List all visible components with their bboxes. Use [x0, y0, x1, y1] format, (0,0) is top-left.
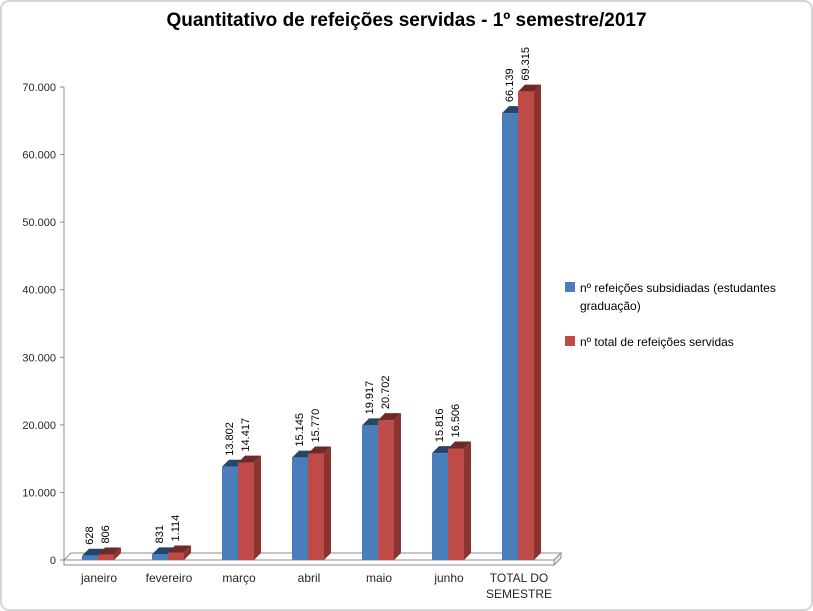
legend-item-subsidiadas: nº refeições subsidiadas (estudantes gra…	[565, 279, 811, 315]
bar-side-face	[394, 413, 401, 560]
bar-top-face	[378, 413, 401, 421]
bar-value-label: 831	[154, 525, 166, 543]
legend-marker-red-square	[565, 336, 575, 346]
bar-value-label: 69.315	[520, 47, 532, 81]
legend-label-total: nº total de refeições servidas	[580, 335, 734, 349]
bar-value-label: 806	[100, 525, 112, 543]
x-axis-category-label: janeiro	[80, 571, 117, 585]
x-axis-category-label: março	[222, 571, 256, 585]
y-axis-tick-label: 10.000	[22, 487, 56, 499]
y-axis-tick-label: 30.000	[22, 352, 56, 364]
bar-front-face	[362, 425, 378, 560]
chart-floor-front	[63, 559, 555, 566]
bar-top-face	[168, 545, 191, 553]
legend-label-subsidiadas: nº refeições subsidiadas (estudantes gra…	[580, 281, 776, 313]
bar-front-face	[222, 466, 238, 560]
y-axis-tick-label: 60.000	[22, 150, 56, 162]
bar-value-label: 1.114	[170, 515, 182, 542]
bar-top-face	[448, 441, 471, 449]
y-axis-tick-label: 50.000	[22, 217, 56, 229]
bar-value-label: 14.417	[240, 418, 252, 452]
bar-side-face	[114, 547, 121, 560]
chart-floor-side	[553, 551, 562, 567]
legend-marker-blue-square	[565, 282, 575, 292]
legend-item-total: nº total de refeições servidas	[565, 333, 811, 351]
bar-value-label: 16.506	[450, 404, 462, 438]
bar-top-face	[518, 84, 541, 92]
bar-value-label: 20.702	[380, 375, 392, 409]
bar-side-face	[464, 441, 471, 560]
bar-front-face	[518, 91, 534, 561]
x-axis-category-label: abril	[298, 571, 321, 585]
y-axis-tick-label: 70.000	[22, 82, 56, 94]
y-axis-tick-label: 20.000	[22, 420, 56, 432]
bar-value-label: 66.139	[504, 68, 516, 102]
bar-top-face	[308, 446, 331, 454]
bar-top-face	[238, 455, 261, 463]
bar-side-face	[184, 545, 191, 560]
bar-front-face	[168, 552, 184, 560]
bar-front-face	[502, 113, 518, 560]
bar-value-label: 19.917	[364, 381, 376, 415]
bar-side-face	[254, 455, 261, 560]
legend: nº refeições subsidiadas (estudantes gra…	[565, 279, 811, 351]
x-axis-category-label: fevereiro	[146, 571, 193, 585]
bar-value-label: 15.145	[294, 413, 306, 447]
bar-front-face	[82, 555, 98, 560]
bar-front-face	[378, 420, 394, 560]
bar-value-label: 13.802	[224, 422, 236, 456]
bar-front-face	[98, 554, 114, 560]
x-axis-category-label: junho	[433, 571, 464, 585]
bar-front-face	[152, 554, 168, 560]
bar-value-label: 628	[84, 526, 96, 544]
bar-side-face	[324, 446, 331, 560]
x-axis-category-label: SEMESTRE	[486, 587, 552, 601]
y-axis-tick-label: 0	[50, 555, 56, 567]
bar-front-face	[308, 453, 324, 560]
bar-value-label: 15.816	[434, 408, 446, 442]
bar-value-label: 15.770	[310, 409, 322, 443]
bar-side-face	[534, 84, 541, 561]
bar-front-face	[432, 453, 448, 560]
x-axis-category-label: TOTAL DO	[490, 571, 548, 585]
bar-front-face	[448, 448, 464, 560]
chart-title: Quantitativo de refeições servidas - 1º …	[166, 10, 647, 31]
bar-top-face	[98, 547, 121, 555]
bar-front-face	[238, 462, 254, 560]
x-axis-category-label: maio	[366, 571, 392, 585]
bar-front-face	[292, 457, 308, 560]
y-axis-tick-label: 40.000	[22, 285, 56, 297]
